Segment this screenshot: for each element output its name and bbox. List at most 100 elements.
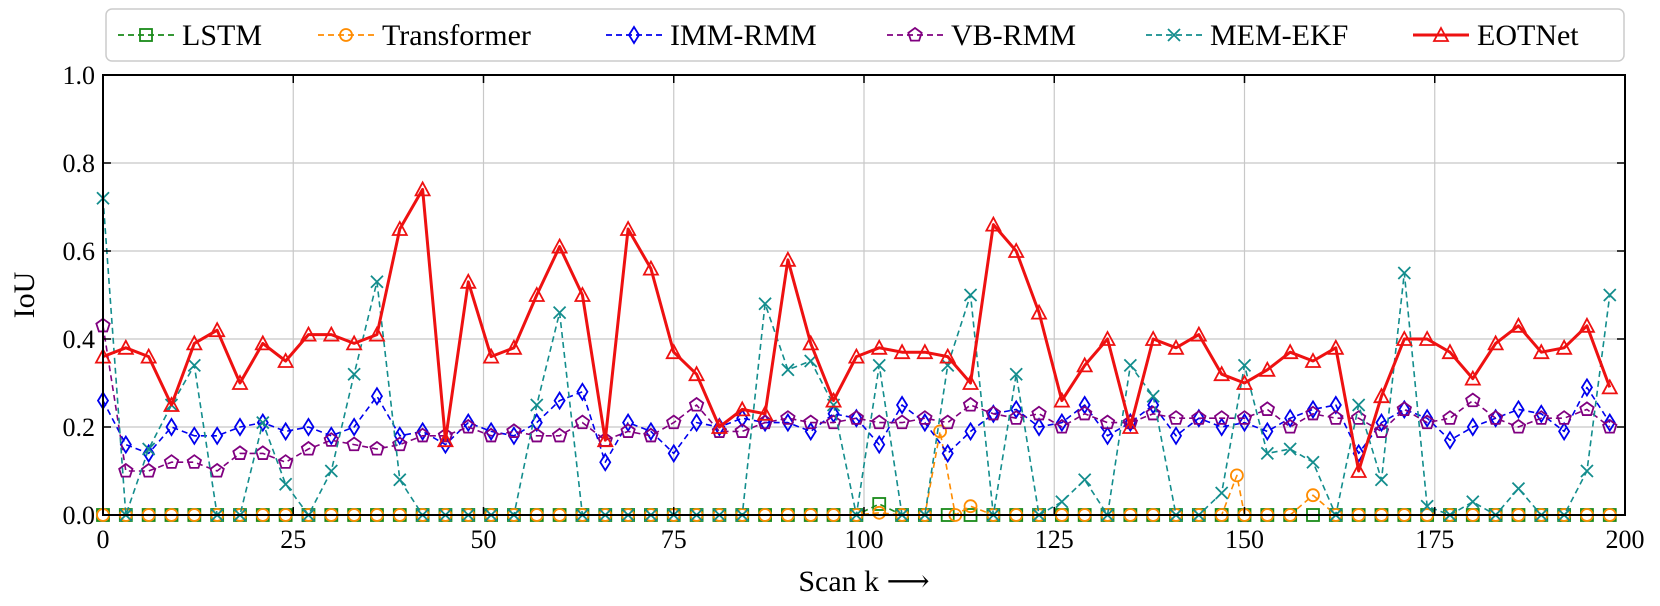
data-point-imm-rmm — [1261, 421, 1274, 442]
x-tick-label: 25 — [280, 525, 306, 554]
data-point-vb-rmm — [985, 405, 1002, 421]
data-point-eotnet — [482, 347, 500, 364]
legend-entry-vb-rmm: VB-RMM — [887, 19, 1076, 52]
data-point-vb-rmm — [1510, 418, 1527, 434]
data-point-imm-rmm — [1192, 408, 1205, 428]
data-point-eotnet — [1304, 352, 1322, 368]
data-point-mem-ekf — [963, 288, 978, 302]
data-point-transformer — [1229, 468, 1244, 483]
legend-marker — [1167, 28, 1181, 42]
series-line-imm-rmm — [102, 386, 1611, 464]
data-point-mem-ekf — [1420, 499, 1434, 513]
legend-entry-imm-rmm: IMM-RMM — [606, 19, 817, 52]
data-point-imm-rmm — [941, 443, 954, 464]
data-point-vb-rmm — [163, 454, 180, 469]
data-point-vb-rmm — [1282, 418, 1298, 434]
data-point-vb-rmm — [1168, 410, 1184, 425]
data-point-eotnet — [710, 418, 728, 434]
legend-label: VB-RMM — [951, 19, 1076, 52]
data-point-vb-rmm — [551, 427, 568, 443]
data-point-eotnet — [414, 180, 432, 197]
data-point-eotnet — [1144, 330, 1162, 346]
data-point-mem-ekf — [1374, 473, 1389, 487]
data-point-vb-rmm — [483, 427, 499, 443]
data-point-eotnet — [117, 338, 135, 355]
data-point-eotnet — [436, 431, 454, 448]
series-line-vb-rmm — [102, 325, 1611, 472]
data-point-imm-rmm — [873, 434, 886, 455]
data-point-eotnet — [1350, 462, 1368, 478]
data-point-vb-rmm — [1054, 418, 1070, 434]
data-point-vb-rmm — [825, 414, 842, 430]
data-point-imm-rmm — [142, 443, 155, 464]
legend-label: EOTNet — [1477, 19, 1579, 52]
data-point-imm-rmm — [1284, 408, 1297, 428]
data-point-eotnet — [573, 286, 591, 302]
y-tick-label: 1.0 — [63, 61, 96, 90]
data-point-vb-rmm — [1008, 410, 1024, 425]
data-point-vb-rmm — [1465, 392, 1481, 408]
data-point-vb-rmm — [1076, 405, 1093, 421]
series-layer — [94, 180, 1619, 522]
data-point-vb-rmm — [688, 396, 705, 412]
data-point-vb-rmm — [1419, 414, 1435, 430]
data-point-eotnet — [1190, 325, 1208, 342]
data-point-eotnet — [962, 374, 980, 390]
data-point-eotnet — [1030, 303, 1048, 320]
data-point-mem-ekf — [1237, 358, 1252, 373]
data-point-vb-rmm — [1213, 410, 1230, 425]
legend-entry-mem-ekf: MEM-EKF — [1146, 19, 1348, 52]
data-point-eotnet — [140, 347, 158, 364]
data-point-vb-rmm — [118, 462, 134, 478]
data-point-imm-rmm — [667, 443, 680, 464]
data-point-mem-ekf — [324, 464, 338, 478]
legend-marker — [627, 25, 641, 45]
data-point-eotnet — [802, 334, 820, 351]
data-point-vb-rmm — [369, 440, 385, 456]
data-point-eotnet — [1509, 316, 1527, 333]
data-point-vb-rmm — [962, 396, 979, 412]
data-point-mem-ekf — [187, 358, 201, 373]
y-axis-label: IoU — [8, 271, 41, 318]
data-point-vb-rmm — [780, 410, 796, 425]
data-point-vb-rmm — [939, 414, 956, 430]
data-point-imm-rmm — [1238, 412, 1251, 433]
data-point-mem-ekf — [370, 275, 384, 289]
data-point-eotnet — [208, 321, 226, 338]
data-point-eotnet — [1099, 330, 1117, 346]
data-point-eotnet — [1532, 343, 1550, 360]
data-point-imm-rmm — [1032, 417, 1046, 437]
data-point-mem-ekf — [279, 477, 293, 491]
x-tick-label: 175 — [1415, 525, 1454, 554]
data-point-eotnet — [1121, 418, 1139, 434]
data-point-vb-rmm — [1236, 410, 1253, 425]
data-point-imm-rmm — [165, 417, 178, 437]
data-point-eotnet — [893, 343, 911, 360]
data-point-imm-rmm — [553, 390, 566, 411]
data-point-eotnet — [277, 352, 295, 368]
data-point-vb-rmm — [1396, 401, 1413, 416]
data-point-vb-rmm — [209, 462, 225, 478]
data-point-eotnet — [1053, 391, 1071, 408]
data-point-transformer — [872, 505, 887, 520]
data-point-vb-rmm — [1487, 410, 1504, 425]
data-point-imm-rmm — [1169, 426, 1183, 446]
data-point-vb-rmm — [529, 427, 545, 443]
data-point-vb-rmm — [414, 427, 431, 443]
data-point-mem-ekf — [1352, 398, 1366, 412]
data-point-eotnet — [254, 334, 272, 351]
y-tick-label: 0.4 — [63, 325, 96, 354]
data-point-eotnet — [619, 220, 637, 236]
data-point-imm-rmm — [1580, 377, 1594, 398]
data-point-eotnet — [847, 347, 865, 364]
x-tick-label: 125 — [1035, 525, 1074, 554]
data-point-eotnet — [1258, 360, 1276, 377]
data-point-imm-rmm — [1306, 399, 1320, 420]
data-point-mem-ekf — [758, 297, 772, 311]
data-point-eotnet — [1372, 387, 1390, 404]
data-point-imm-rmm — [348, 417, 361, 437]
data-point-imm-rmm — [1558, 421, 1571, 442]
data-point-eotnet — [322, 325, 340, 342]
data-point-eotnet — [939, 347, 957, 364]
data-point-eotnet — [391, 220, 409, 236]
